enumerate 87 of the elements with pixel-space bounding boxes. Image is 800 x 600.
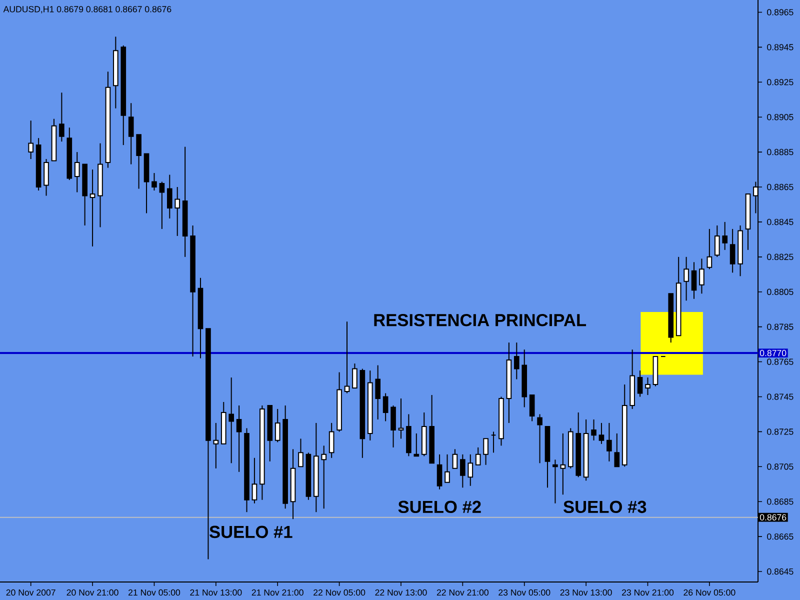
x-tick-label: 20 Nov 2007 (6, 589, 56, 596)
candlestick (59, 92, 64, 142)
candlestick (714, 224, 720, 258)
candlestick (414, 432, 420, 457)
y-tick-label: 0.8905 (767, 114, 794, 120)
candlestick (645, 377, 650, 396)
y-tick-label: 0.8705 (767, 464, 794, 470)
candlestick (460, 454, 466, 488)
ref-line-label: 0.8676 (760, 514, 786, 520)
candlestick (684, 256, 689, 302)
candlestick (706, 228, 712, 270)
y-tick-label: 0.8665 (767, 533, 794, 540)
candlestick (298, 438, 304, 468)
candlestick (136, 134, 142, 190)
candlestick (375, 364, 381, 420)
candlestick (274, 408, 280, 443)
candlestick (614, 432, 620, 468)
x-tick-label: 21 Nov 21:00 (252, 589, 304, 596)
y-tick-label: 0.8845 (767, 218, 794, 226)
y-tick-label: 0.8825 (767, 254, 794, 260)
x-tick-label: 26 Nov 05:00 (684, 589, 736, 596)
ref-line-label: 0.8770 (760, 350, 786, 356)
y-tick-label: 0.8965 (767, 9, 794, 16)
text: AUDUSD,H1 0.8679 0.8681 0.8667 0.8676 (3, 6, 172, 14)
candlestick (152, 172, 157, 192)
candlestick (44, 158, 49, 196)
candlestick (382, 392, 388, 422)
candlestick (444, 454, 450, 483)
x-tick-label: 23 Nov 13:00 (560, 589, 612, 596)
annotation: RESISTENCIA PRINCIPAL (374, 314, 586, 326)
candlestick (560, 432, 566, 496)
x-tick-label: 22 Nov 05:00 (314, 589, 366, 596)
candlestick (252, 457, 258, 504)
y-tick-label: 0.8785 (767, 324, 794, 330)
x-tick-label: 22 Nov 13:00 (375, 589, 427, 596)
candlestick (228, 377, 234, 464)
candlestick (591, 418, 596, 441)
candlestick (722, 221, 728, 250)
candlestick (174, 186, 180, 236)
annotation: SUELO #3 (564, 500, 646, 514)
candlestick (128, 102, 134, 165)
candlestick (691, 262, 697, 300)
x-tick-label: 21 Nov 05:00 (128, 589, 180, 596)
annotation: SUELO #1 (209, 526, 292, 538)
candlestick (475, 446, 481, 466)
candlestick (321, 445, 327, 510)
x-tick-label: 21 Nov 13:00 (190, 589, 242, 596)
candlestick (436, 454, 442, 490)
y-tick-label: 0.8745 (767, 394, 794, 400)
y-tick-label: 0.8725 (767, 428, 794, 435)
candlestick (328, 422, 334, 458)
x-tick-label: 23 Nov 21:00 (622, 589, 674, 596)
y-tick-label: 0.8645 (767, 568, 794, 575)
y-tick-label: 0.8765 (767, 358, 794, 365)
y-tick-label: 0.8865 (767, 184, 794, 190)
candlestick (537, 414, 542, 464)
x-tick-label: 23 Nov 05:00 (498, 589, 550, 596)
candlestick (166, 174, 172, 219)
candlestick (552, 459, 558, 504)
candlestick (606, 422, 612, 462)
candlestick (514, 342, 520, 380)
candlestick (637, 370, 643, 398)
candlestick (28, 120, 34, 160)
candlestick (452, 448, 458, 469)
x-tick-label: 20 Nov 21:00 (66, 589, 118, 596)
candlestick (352, 363, 358, 388)
candlestick (529, 394, 535, 422)
candlestick (398, 398, 404, 440)
candlestick (213, 422, 219, 469)
y-tick-label: 0.8805 (767, 288, 794, 295)
candlestick (468, 454, 474, 486)
x-tick-label: 22 Nov 21:00 (436, 589, 488, 596)
y-tick-label: 0.8885 (767, 148, 794, 156)
candlestick (236, 404, 242, 472)
annotation: SUELO #2 (398, 500, 481, 514)
candlestick (90, 169, 96, 247)
candlestick (598, 422, 604, 444)
y-tick-label: 0.8945 (767, 44, 794, 50)
candlestick (730, 228, 736, 274)
candlestick (159, 181, 165, 230)
candlestick (74, 152, 80, 193)
y-tick-label: 0.8925 (767, 79, 794, 86)
y-tick-label: 0.8685 (767, 498, 794, 505)
candlestick (483, 438, 488, 466)
candlestick (699, 258, 704, 294)
candlestick (390, 404, 396, 448)
candlestick (344, 321, 350, 394)
